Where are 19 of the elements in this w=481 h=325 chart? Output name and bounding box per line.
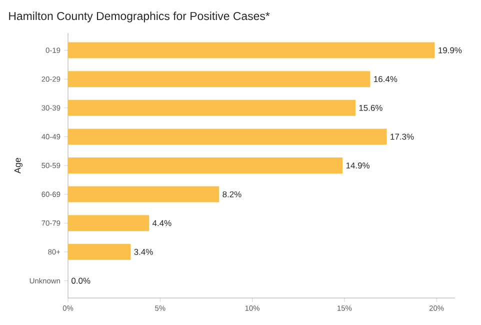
data-label: 3.4% <box>134 248 153 255</box>
bar <box>68 42 435 58</box>
data-label: 15.6% <box>359 104 382 111</box>
data-label: 4.4% <box>152 220 172 226</box>
bar <box>68 71 370 88</box>
bar <box>68 244 131 260</box>
data-label: 0.0% <box>72 278 90 284</box>
data-label: 8.2% <box>222 191 242 198</box>
bar <box>68 186 220 202</box>
bar <box>68 128 387 145</box>
chart-title: Hamilton County Demographics for Positive Cases* <box>9 12 270 22</box>
data-label: 17.3% <box>390 134 414 140</box>
y-axis-title: Age <box>14 158 22 174</box>
data-label: 19.9% <box>438 47 462 54</box>
bar <box>68 158 343 174</box>
bar <box>68 100 356 116</box>
data-label: 14.9% <box>346 162 370 168</box>
data-label: 16.4% <box>374 76 398 82</box>
bar <box>68 215 150 232</box>
